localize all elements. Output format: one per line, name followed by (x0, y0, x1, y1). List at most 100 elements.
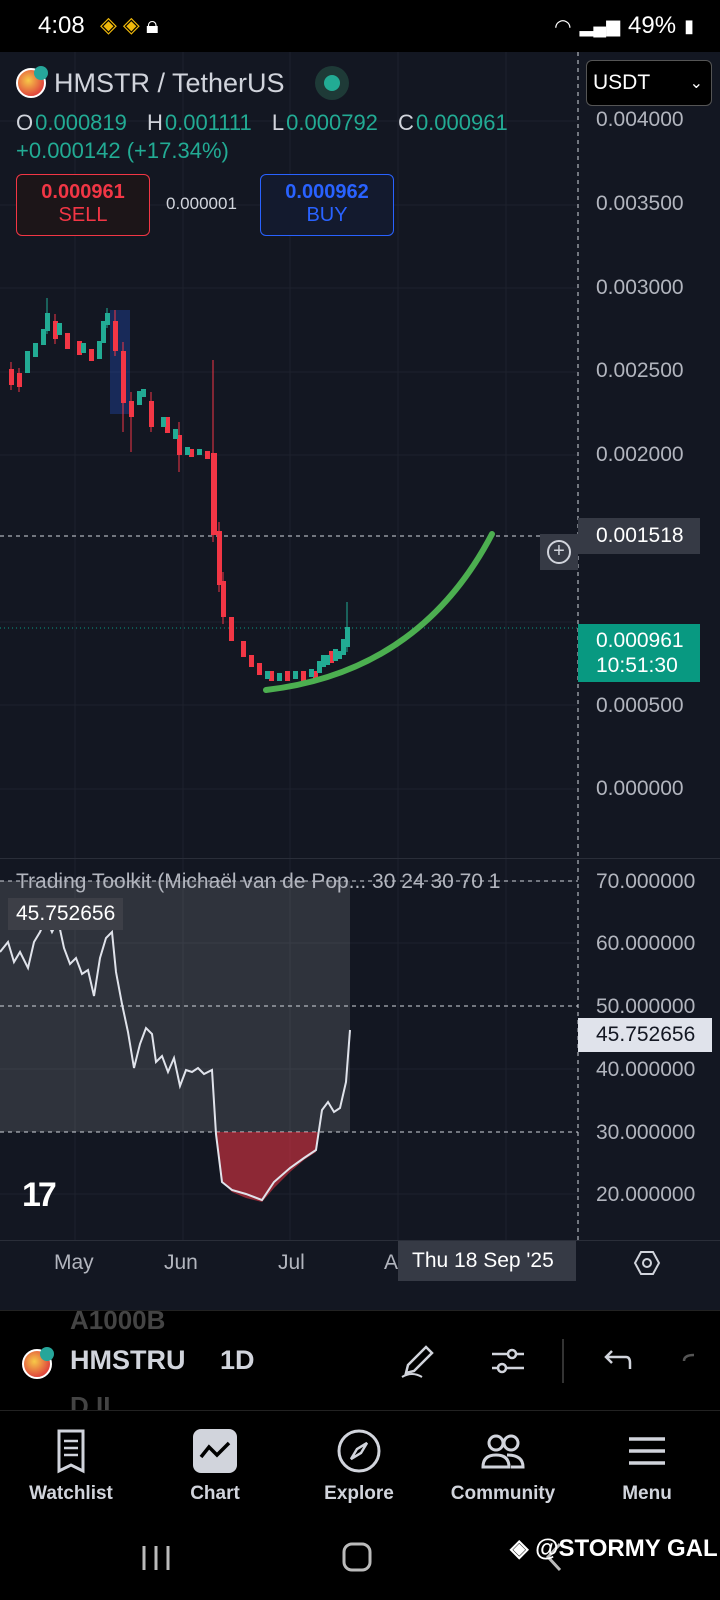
indicator-axis-label: 30.000000 (596, 1121, 696, 1144)
symbol-title[interactable]: HMSTR / TetherUS (54, 67, 285, 98)
indicator-axis-label: 50.000000 (596, 995, 696, 1018)
drawn-curve (263, 531, 495, 693)
nav-watchlist[interactable]: Watchlist (6, 1425, 136, 1505)
symbol-logo (22, 1347, 54, 1379)
back-icon[interactable] (542, 1540, 566, 1574)
price-axis-label: 0.003000 (596, 276, 684, 299)
android-nav-bar (0, 1526, 720, 1600)
candlesticks (9, 298, 350, 681)
crosshair-price-tag: 0.001518 (578, 518, 700, 554)
indicator-axis-label: 70.000000 (596, 870, 696, 893)
buy-button[interactable]: 0.000962 BUY (260, 174, 394, 236)
high-value: 0.001111 (164, 110, 252, 135)
binance-icon: ◈ (122, 12, 140, 37)
low-value: 0.000792 (286, 110, 378, 135)
time-axis-label: Jun (164, 1251, 198, 1274)
indicator-axis-label: 20.000000 (596, 1183, 696, 1206)
plus-icon: + (547, 540, 571, 564)
nav-chart-label: Chart (190, 1483, 240, 1504)
hamster-coin-logo (16, 66, 48, 98)
last-price-tag: 0.000961 10:51:30 (578, 624, 700, 682)
chart-canvas[interactable] (0, 52, 720, 1312)
bottom-nav: Watchlist Chart Explore Community Menu (0, 1410, 720, 1526)
oversold-fill (216, 1132, 318, 1202)
crosshair-date-tag: Thu 18 Sep '25 (398, 1241, 576, 1281)
time-axis[interactable]: May Jun Jul A Thu 18 Sep '25 (0, 1240, 720, 1298)
candle-countdown: 10:51:30 (596, 654, 678, 677)
redo-icon[interactable] (680, 1341, 720, 1381)
system-icons: ◠ ▂▄▆ 49% ▮ (554, 12, 694, 40)
nav-menu-label: Menu (622, 1483, 672, 1504)
close-value: 0.000961 (415, 110, 508, 135)
indicator-value: 45.752656 (8, 898, 124, 930)
status-time: 4:08 (38, 12, 85, 39)
battery-label: 49% (628, 12, 677, 39)
sell-label: SELL (58, 204, 108, 226)
indicator-axis-label: 60.000000 (596, 932, 696, 955)
signal-icon: ▂▄▆ (579, 15, 621, 36)
price-axis-label: 0.000000 (596, 777, 684, 800)
currency-select[interactable]: USDT ⌄ (586, 60, 712, 106)
sell-button[interactable]: 0.000961 SELL (16, 174, 150, 236)
indicator-current-tag: 45.752656 (578, 1018, 712, 1052)
tradingview-logo[interactable]: 17 (22, 1176, 57, 1214)
price-axis-label: 0.002000 (596, 443, 684, 466)
binance-icon: ◈ (100, 12, 117, 37)
chart-icon (193, 1429, 237, 1473)
currency-value: USDT (593, 71, 651, 94)
menu-icon (629, 1437, 665, 1465)
chart-settings-icon[interactable] (633, 1249, 661, 1277)
indicators-icon[interactable] (488, 1341, 528, 1381)
nav-explore[interactable]: Explore (294, 1425, 424, 1505)
drawing-tools-icon[interactable] (398, 1341, 438, 1381)
price-change: +0.000142 (+17.34%) (16, 138, 229, 163)
nav-community[interactable]: Community (438, 1425, 568, 1505)
price-axis-label: 0.003500 (596, 192, 684, 215)
nav-community-label: Community (450, 1483, 556, 1504)
buy-label: BUY (306, 204, 348, 226)
price-axis-label: 0.004000 (596, 108, 684, 131)
indicator-title[interactable]: Trading Toolkit (Michaël van de Pop... 3… (16, 870, 501, 893)
chart-area[interactable]: HMSTR / TetherUS O0.000819 H0.001111 L0.… (0, 52, 720, 1312)
price-axis-label: 0.002500 (596, 359, 684, 382)
notification-icons: ◈ ◈ 🔒︎ (100, 12, 159, 40)
chevron-down-icon: ⌄ (689, 75, 703, 92)
recent-apps-icon[interactable] (138, 1542, 174, 1574)
symbol-header[interactable]: HMSTR / TetherUS (16, 66, 349, 100)
community-icon (481, 1434, 525, 1469)
time-axis-label: A (384, 1251, 399, 1274)
indicator-axis-label: 40.000000 (596, 1058, 696, 1081)
undo-icon[interactable] (596, 1341, 636, 1381)
interval-button[interactable]: 1D (220, 1345, 255, 1375)
compass-icon (337, 1429, 381, 1473)
last-price: 0.000961 (596, 629, 684, 652)
ohlc-values: O0.000819 H0.001111 L0.000792 C0.000961 (16, 110, 508, 135)
pane-divider[interactable] (0, 858, 720, 859)
binance-icon: ◈ (510, 1535, 536, 1562)
price-axis[interactable]: 0.004000 0.003500 0.003000 0.002500 0.00… (578, 52, 720, 1312)
sell-price: 0.000961 (41, 181, 125, 203)
nav-menu[interactable]: Menu (582, 1425, 712, 1505)
time-axis-label: Jul (278, 1251, 305, 1274)
time-axis-label: May (54, 1251, 94, 1274)
toolbar-separator (562, 1339, 564, 1383)
spread-value: 0.000001 (166, 194, 237, 213)
lock-icon: 🔒︎ (145, 12, 159, 39)
open-value: 0.000819 (35, 110, 127, 135)
symbol-search-button[interactable]: HMSTRU (70, 1345, 186, 1375)
home-icon[interactable] (340, 1540, 374, 1574)
ghost-label: A1000B (70, 1305, 166, 1335)
add-alert-button[interactable]: + (540, 534, 578, 570)
nav-chart[interactable]: Chart (150, 1425, 280, 1505)
price-axis-label: 0.000500 (596, 694, 684, 717)
watchlist-icon (57, 1429, 85, 1474)
buy-price: 0.000962 (285, 181, 369, 203)
status-bar: 4:08 ◈ ◈ 🔒︎ ◠ ▂▄▆ 49% ▮ (0, 0, 720, 52)
chart-toolbar: A1000B D.II HMSTRU 1D (0, 1305, 720, 1421)
market-open-indicator (314, 66, 349, 100)
nav-watchlist-label: Watchlist (29, 1483, 113, 1504)
nav-explore-label: Explore (324, 1483, 394, 1504)
wifi-icon: ◠ (554, 15, 572, 38)
watermark: ◈ @STORMY GAL (510, 1535, 718, 1562)
battery-icon: ▮ (684, 15, 694, 36)
